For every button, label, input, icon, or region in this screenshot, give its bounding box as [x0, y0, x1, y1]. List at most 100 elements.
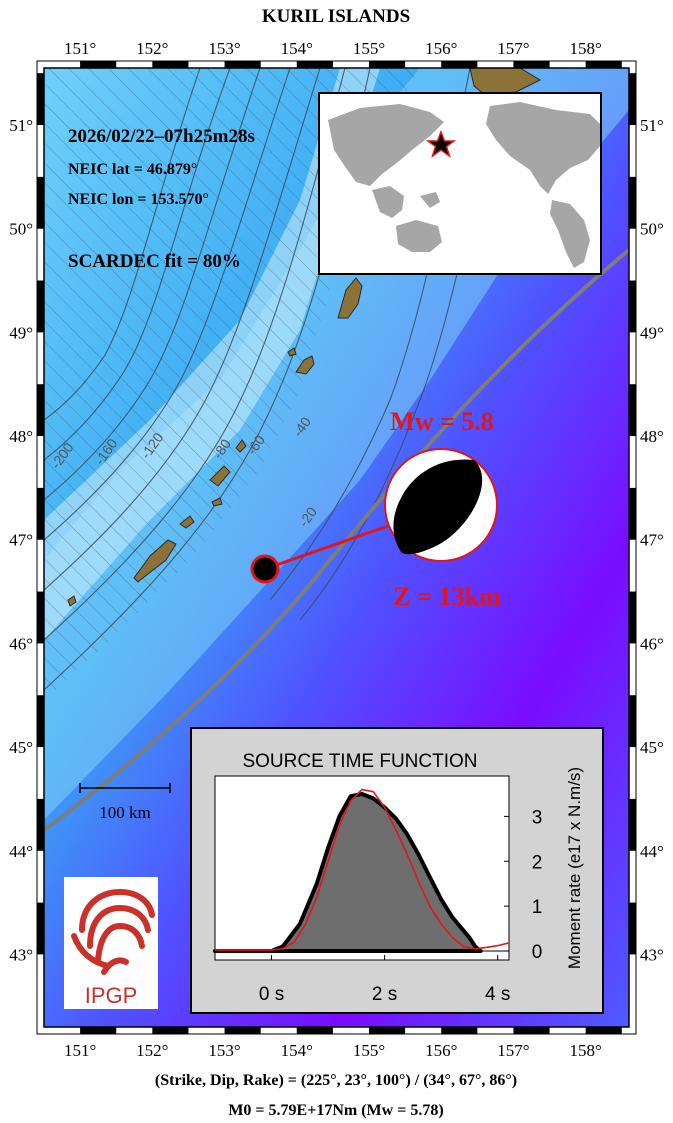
frame-bar-left — [37, 176, 44, 229]
stf-x-tick-label: 0 s — [259, 984, 284, 1005]
lat-labels-left: 43° 44° 45° 46° 47° 48° 49° 50° 51° — [9, 116, 33, 964]
frame-bar-top — [441, 61, 478, 68]
lon-tick-label: 152° — [136, 1041, 168, 1060]
lat-tick-label: 49° — [9, 323, 33, 342]
lat-tick-label: 46° — [9, 634, 33, 653]
focal-angles: (Strike, Dip, Rake) = (225°, 23°, 100°) … — [155, 1072, 517, 1089]
island-paramushir — [337, 277, 363, 319]
frame-bar-left — [37, 695, 44, 748]
frame-bar-right — [629, 280, 636, 333]
frame-bar-right — [629, 176, 636, 229]
world-landmasses — [328, 102, 600, 268]
frame-bar-top — [296, 61, 333, 68]
frame-bar-left — [37, 280, 44, 333]
kuril-islands — [67, 68, 542, 607]
frame-bar-bottom — [80, 1027, 117, 1034]
frame-bar-bottom — [441, 1027, 478, 1034]
logo-text: IPGP — [85, 983, 138, 1008]
lat-tick-label: 45° — [9, 738, 33, 757]
frame-bar-top — [224, 61, 261, 68]
stf-x-tick-label: 2 s — [372, 984, 397, 1005]
frame-bar-top — [152, 61, 189, 68]
lat-tick-label: 50° — [9, 220, 33, 239]
lon-tick-label: 151° — [64, 39, 96, 58]
frame-bar-top — [513, 61, 550, 68]
lat-labels-right: 43° 44° 45° 46° 47° 48° 49° 50° 51° — [640, 116, 664, 964]
island-iturup — [67, 595, 77, 607]
frame-bar-right — [629, 591, 636, 644]
lat-tick-label: 43° — [640, 945, 664, 964]
island-shiashkotan — [287, 347, 297, 357]
frame-bar-left — [37, 73, 44, 126]
stf-y-tick-label: 2 — [532, 852, 543, 873]
event-latitude: NEIC lat = 46.879° — [68, 161, 197, 178]
lon-tick-label: 154° — [281, 39, 313, 58]
island-ketoy — [211, 497, 223, 507]
map-frame — [43, 67, 630, 1028]
frame-bar-bottom — [369, 1027, 406, 1034]
frame-bar-bottom — [224, 1027, 261, 1034]
lon-tick-label: 155° — [353, 39, 385, 58]
frame-bar-right — [629, 73, 636, 126]
lat-tick-label: 46° — [640, 634, 664, 653]
lon-tick-label: 151° — [64, 1041, 96, 1060]
lon-tick-label: 157° — [497, 1041, 529, 1060]
frame-bar-top — [585, 61, 622, 68]
lon-tick-label: 156° — [425, 39, 457, 58]
frame-bars — [36, 60, 637, 1035]
frame-bar-bottom — [585, 1027, 622, 1034]
lat-tick-label: 44° — [9, 842, 33, 861]
frame-bar-bottom — [513, 1027, 550, 1034]
focal-mechanism — [384, 448, 498, 562]
stf-inset: SOURCE TIME FUNCTION 0 s 2 s 4 s 0 1 2 3 Momen… — [190, 727, 604, 1014]
frame-bar-right — [629, 487, 636, 540]
island-onekotan — [295, 355, 315, 375]
event-datetime: 2026/02/22–07h25m28s — [68, 126, 255, 147]
stf-marks: 0 s 2 s 4 s 0 1 2 3 — [213, 788, 543, 1005]
event-longitude: NEIC lon = 153.570° — [68, 191, 209, 208]
frame-bar-left — [37, 487, 44, 540]
stf-y-tick-label: 3 — [532, 807, 543, 828]
map-title: KURIL ISLANDS — [262, 6, 410, 27]
lon-tick-label: 153° — [208, 39, 240, 58]
island-chirpoy — [179, 515, 195, 529]
lat-tick-label: 51° — [640, 116, 664, 135]
lon-labels-top: 151° 152° 153° 154° 155° 156° 157° 158° — [64, 39, 602, 58]
lat-tick-label: 49° — [640, 323, 664, 342]
lat-tick-label: 43° — [9, 945, 33, 964]
frame-bar-right — [629, 798, 636, 851]
scardec-fit: SCARDEC fit = 80% — [68, 251, 241, 272]
stf-y-tick-label: 1 — [532, 897, 543, 918]
depth-label: Z = 13km — [393, 582, 501, 611]
frame-bar-bottom — [296, 1027, 333, 1034]
slab-contours — [44, 68, 501, 691]
compression-quadrant — [393, 459, 483, 555]
lat-tick-label: 47° — [640, 531, 664, 550]
frame-bar-top — [80, 61, 117, 68]
frame-bar-left — [37, 902, 44, 955]
outer-frame — [36, 60, 637, 1035]
lat-tick-label: 48° — [9, 427, 33, 446]
mw-label: Mw = 5.8 — [390, 407, 494, 436]
star-icon — [425, 129, 457, 158]
scale-bar: 100 km — [79, 783, 171, 822]
lat-tick-label: 51° — [9, 116, 33, 135]
frame-bar-left — [37, 384, 44, 437]
frame-bar-bottom — [152, 1027, 189, 1034]
island-simushir — [209, 465, 231, 487]
lon-tick-label: 158° — [570, 1041, 602, 1060]
world-inset — [318, 92, 602, 275]
frame-bar-right — [629, 695, 636, 748]
frame-bar-left — [37, 591, 44, 644]
lon-tick-label: 152° — [136, 39, 168, 58]
lon-tick-label: 158° — [570, 39, 602, 58]
stf-y-tick-label: 0 — [532, 942, 543, 963]
stf-x-tick-label: 4 s — [485, 984, 510, 1005]
frame-bar-right — [629, 902, 636, 955]
lon-labels-bottom: 151° 152° 153° 154° 155° 156° 157° 158° — [64, 1041, 602, 1060]
epicenter-marker — [250, 554, 280, 584]
ipgp-logo: IPGP — [64, 877, 158, 1009]
lat-tick-label: 47° — [9, 531, 33, 550]
stf-ylabel: Moment rate (e17 x N.m/s) — [565, 767, 584, 969]
